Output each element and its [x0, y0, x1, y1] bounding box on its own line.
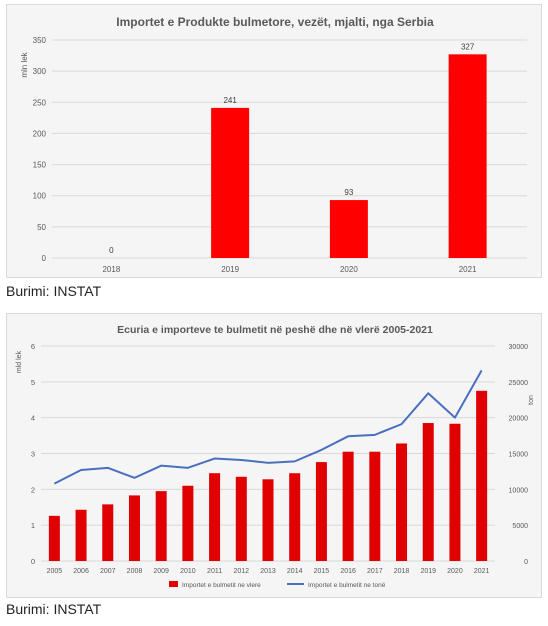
y-tick-label: 1: [31, 521, 35, 530]
y-tick-label: 5: [31, 378, 35, 387]
data-label: 93: [344, 188, 353, 197]
y-tick-label: 2: [31, 485, 35, 494]
bar: [422, 423, 434, 561]
y-tick-label: 6: [31, 342, 35, 351]
bar: [449, 423, 461, 561]
x-tick-label: 2018: [394, 568, 410, 575]
x-tick-label: 2008: [127, 568, 143, 575]
y2-tick-label: 30000: [509, 344, 529, 351]
x-tick-label: 2010: [180, 568, 196, 575]
bar: [342, 451, 354, 561]
bar: [315, 462, 327, 561]
y-tick-label: 3: [31, 450, 35, 459]
y-axis-label: mln lek: [20, 51, 29, 77]
legend-swatch: [169, 581, 178, 587]
y2-tick-label: 0: [524, 559, 528, 566]
bar: [209, 473, 221, 561]
bar: [329, 200, 368, 258]
chart-dairy-imports-trend-svg: Ecuria e importeve te bulmetit në peshë …: [16, 324, 535, 589]
legend-label: Importet e bulmetit ne tonë: [308, 582, 386, 589]
x-tick-label: 2009: [153, 568, 169, 575]
bar: [262, 479, 274, 561]
x-tick-label: 2016: [340, 568, 356, 575]
bar: [102, 504, 114, 561]
x-tick-label: 2006: [73, 568, 89, 575]
y-axis-label: mld lek: [16, 350, 23, 373]
x-tick-label: 2020: [340, 265, 358, 274]
bar: [235, 476, 247, 561]
y-tick-label: 50: [37, 223, 46, 232]
bar: [396, 443, 408, 561]
y2-axis-label: ton: [528, 395, 535, 405]
bar: [448, 54, 487, 258]
y2-tick-label: 10000: [509, 487, 529, 494]
bar: [75, 509, 87, 561]
source-note: Burimi: INSTAT: [6, 601, 102, 617]
bar: [128, 495, 140, 561]
x-tick-label: 2018: [102, 265, 120, 274]
y2-tick-label: 15000: [509, 452, 529, 459]
x-tick-label: 2021: [459, 265, 477, 274]
y-tick-label: 150: [33, 161, 47, 170]
x-tick-label: 2014: [287, 568, 303, 575]
y-tick-label: 250: [33, 98, 47, 107]
x-tick-label: 2012: [234, 568, 250, 575]
x-tick-label: 2019: [420, 568, 436, 575]
x-tick-label: 2015: [314, 568, 330, 575]
y-tick-label: 350: [33, 36, 47, 45]
bar: [476, 390, 488, 561]
data-label: 327: [461, 42, 475, 51]
bar: [369, 451, 381, 561]
data-label: 0: [109, 246, 114, 255]
bar: [155, 491, 167, 561]
line-series: [53, 369, 483, 485]
y-tick-label: 100: [33, 192, 47, 201]
x-tick-label: 2017: [367, 568, 383, 575]
data-label: 241: [223, 96, 237, 105]
y-tick-label: 200: [33, 129, 47, 138]
y2-tick-label: 25000: [509, 380, 529, 387]
legend-label: Importet e bulmetit ne vlere: [182, 582, 261, 589]
x-tick-label: 2021: [474, 568, 490, 575]
x-tick-label: 2011: [207, 568, 222, 575]
chart-dairy-imports-trend: Ecuria e importeve te bulmetit në peshë …: [6, 313, 542, 598]
x-tick-label: 2005: [47, 568, 63, 575]
x-tick-label: 2013: [260, 568, 276, 575]
chart-serbia-imports: Importet e Produkte bulmetore, vezët, mj…: [6, 4, 542, 278]
source-note: Burimi: INSTAT: [6, 283, 102, 299]
x-tick-label: 2019: [221, 265, 239, 274]
y-tick-label: 0: [42, 254, 47, 263]
x-tick-label: 2020: [447, 568, 463, 575]
bar: [289, 473, 301, 561]
y-tick-label: 4: [31, 414, 35, 423]
chart-title: Importet e Produkte bulmetore, vezët, mj…: [116, 15, 434, 29]
y2-tick-label: 5000: [512, 523, 528, 530]
y-tick-label: 0: [31, 557, 35, 566]
x-tick-label: 2007: [100, 568, 116, 575]
chart-serbia-imports-svg: Importet e Produkte bulmetore, vezët, mj…: [20, 15, 527, 274]
bar: [48, 515, 60, 561]
bar: [211, 107, 250, 259]
y-tick-label: 300: [33, 67, 47, 76]
bar: [182, 485, 194, 561]
y2-tick-label: 20000: [509, 416, 529, 423]
chart-title: Ecuria e importeve te bulmetit në peshë …: [117, 324, 433, 336]
